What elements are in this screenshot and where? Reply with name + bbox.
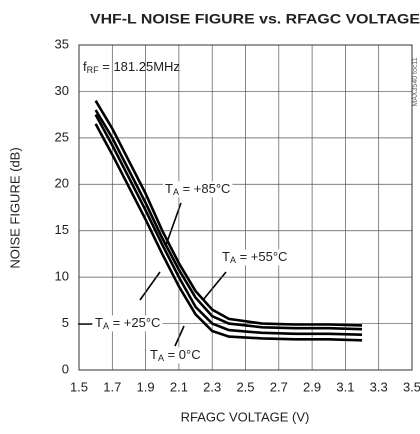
annotation-sub: A <box>158 353 164 363</box>
annotation-sub: A <box>230 255 236 265</box>
annotation-rest: = +55°C <box>236 249 287 264</box>
y-tick-label: 20 <box>55 176 69 191</box>
y-tick-label: 15 <box>55 222 69 237</box>
y-axis-label: NOISE FIGURE (dB) <box>7 147 22 268</box>
side-note: MAX3540 toc11 <box>412 57 419 106</box>
arrow <box>139 271 161 301</box>
annotation-rest: = 181.25MHz <box>99 59 180 74</box>
plot-frame <box>78 44 413 371</box>
arrow <box>174 325 185 347</box>
annotation: TA = 0°C <box>150 347 201 363</box>
annotation-bg <box>148 347 203 364</box>
y-tick-label: 35 <box>55 36 69 51</box>
y-tick-label: 0 <box>62 361 69 376</box>
y-tick-label: 10 <box>55 269 69 284</box>
annotation: TA = +55°C <box>222 249 287 265</box>
curve <box>94 123 363 342</box>
y-tick-label: 30 <box>55 83 69 98</box>
x-tick-label: 2.1 <box>170 379 188 394</box>
x-tick-label: 1.7 <box>103 379 121 394</box>
annotation-main: T <box>95 315 103 330</box>
chart-title: VHF-L NOISE FIGURE vs. RFAGC VOLTAGE <box>90 11 420 27</box>
y-tick-label: 5 <box>62 315 69 330</box>
annotation-bg <box>93 315 163 332</box>
x-tick-label: 3.3 <box>370 379 388 394</box>
x-tick-label: 3.1 <box>336 379 354 394</box>
annotation: TA = +25°C <box>95 315 160 331</box>
curve <box>94 114 363 337</box>
x-tick-label: 2.7 <box>270 379 288 394</box>
annotation-rest: = +85°C <box>179 181 230 196</box>
annotation-main: T <box>165 181 173 196</box>
x-tick-label: 1.5 <box>70 379 88 394</box>
arrows <box>78 202 227 347</box>
annotation-main: T <box>222 249 230 264</box>
curve <box>94 109 363 331</box>
annotation: TA = +85°C <box>165 181 230 197</box>
annotation-sub: RF <box>87 65 99 75</box>
annotation-sub: A <box>173 187 179 197</box>
curve <box>94 100 363 327</box>
y-tick-label: 25 <box>55 129 69 144</box>
x-tick-label: 1.9 <box>137 379 155 394</box>
annotation: fRF = 181.25MHz <box>83 59 180 75</box>
annotation-bg <box>163 181 233 198</box>
annotation-main: f <box>83 59 87 74</box>
annotation-main: T <box>150 347 158 362</box>
arrow <box>165 202 182 246</box>
annotation-rest: = +25°C <box>109 315 160 330</box>
annotation-rest: = 0°C <box>164 347 201 362</box>
annotation-bg <box>220 249 290 266</box>
x-tick-label: 3.5 <box>403 379 420 394</box>
x-axis-label: RFAGC VOLTAGE (V) <box>181 409 310 424</box>
arrow <box>202 271 227 301</box>
x-tick-label: 2.5 <box>236 379 254 394</box>
annotation-sub: A <box>103 321 109 331</box>
x-tick-label: 2.9 <box>303 379 321 394</box>
x-tick-label: 2.3 <box>203 379 221 394</box>
